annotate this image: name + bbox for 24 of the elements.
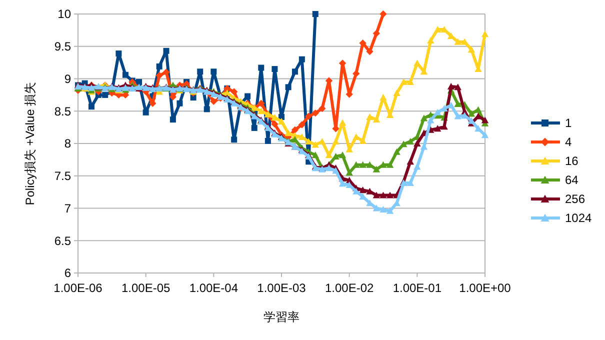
y-tick-label: 8 <box>64 136 72 151</box>
legend-label: 1024 <box>565 211 592 226</box>
x-tick-label: 1.00E+00 <box>459 281 512 295</box>
legend-label: 16 <box>565 154 579 168</box>
y-tick-label: 8.5 <box>54 104 72 118</box>
x-tick-label: 1.00E-06 <box>54 281 103 295</box>
legend-label: 4 <box>565 135 572 150</box>
legend-label: 256 <box>565 192 586 206</box>
x-tick-label: 1.00E-05 <box>121 281 171 295</box>
legend-label: 64 <box>565 173 579 188</box>
x-tick-label: 1.00E-02 <box>324 281 374 295</box>
x-tick-label: 1.00E-03 <box>257 281 306 295</box>
x-tick-label: 1.00E-04 <box>189 281 238 295</box>
y-tick-label: 9 <box>64 72 72 86</box>
y-axis-title: Policy損失 +Value 損失 <box>23 82 37 206</box>
x-axis-title: 学習率 <box>264 310 300 324</box>
y-tick-label: 7 <box>64 201 72 216</box>
y-tick-label: 9.5 <box>54 40 72 54</box>
y-tick-label: 7.5 <box>54 169 72 184</box>
y-tick-label: 10 <box>58 7 72 22</box>
legend-label: 1 <box>565 116 572 130</box>
x-tick-label: 1.00E-01 <box>392 281 442 295</box>
y-tick-label: 6 <box>64 266 72 280</box>
y-tick-label: 6.5 <box>54 234 72 248</box>
